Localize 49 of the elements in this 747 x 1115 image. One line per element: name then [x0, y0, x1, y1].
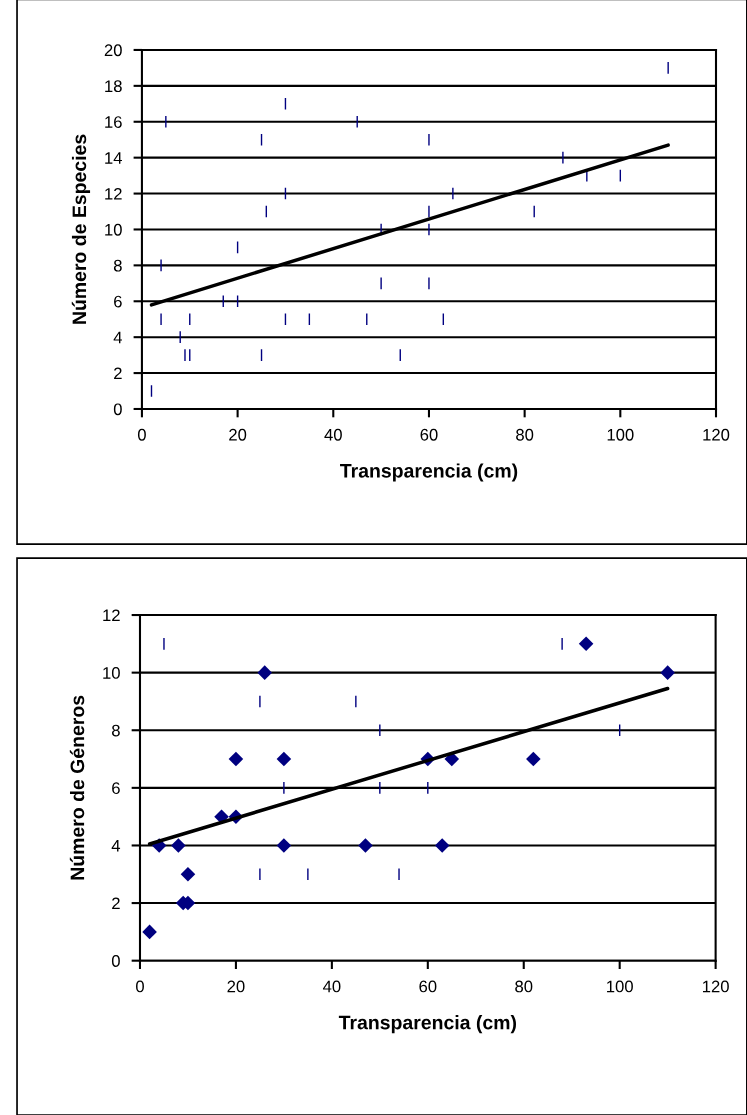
y-tick-label: 14 [105, 152, 122, 164]
y-tick-label: 0 [113, 403, 122, 416]
point [434, 838, 450, 853]
x-tick-label: 60 [420, 428, 438, 441]
y-tick-label: 8 [113, 259, 122, 272]
point [526, 751, 541, 767]
y-tick-label: 12 [103, 609, 120, 622]
y-tick-label: 10 [105, 223, 122, 236]
point [276, 751, 292, 767]
x-tick-label: 20 [229, 428, 247, 441]
x-tick-label: 100 [607, 980, 633, 993]
point [578, 636, 594, 652]
y-tick-label: 20 [104, 44, 122, 57]
x-tick-label: 120 [702, 980, 729, 993]
y-tick-label: 6 [114, 295, 122, 308]
x-tick-label: 60 [419, 980, 437, 993]
point [444, 751, 460, 767]
x-tick-label: 20 [227, 980, 245, 993]
x-tick-label: 0 [136, 980, 144, 993]
x-tick-label: 40 [322, 980, 341, 993]
y-tick-label: 12 [105, 187, 122, 200]
y-tick-label: 10 [103, 667, 120, 679]
x-axis-title: Transparencia (cm) [340, 463, 518, 482]
y-tick-label: 2 [114, 367, 122, 380]
point [257, 665, 272, 680]
point [171, 838, 186, 853]
x-axis-title: Transparencia (cm) [338, 1015, 516, 1034]
y-tick-label: 18 [105, 80, 122, 93]
x-tick-label: 100 [607, 428, 634, 441]
x-tick-label: 120 [703, 428, 730, 441]
point [228, 751, 244, 767]
y-tick-label: 4 [113, 331, 122, 344]
x-tick-label: 80 [516, 428, 534, 441]
y-tick-label: 16 [105, 116, 122, 128]
point [142, 924, 157, 940]
point [358, 838, 373, 853]
y-tick-label: 8 [112, 724, 120, 737]
point [660, 665, 675, 680]
y-tick-label: 2 [112, 897, 120, 910]
point [180, 866, 196, 882]
y-axis-title: Número de Especies [71, 134, 91, 324]
x-tick-label: 0 [137, 428, 146, 441]
x-tick-label: 80 [515, 980, 533, 993]
point [276, 838, 292, 853]
y-tick-label: 4 [111, 840, 121, 852]
y-axis-title: Número de Géneros [69, 695, 85, 880]
y-tick-label: 0 [111, 955, 120, 967]
y-tick-label: 6 [112, 782, 120, 795]
x-tick-label: 40 [324, 428, 342, 441]
